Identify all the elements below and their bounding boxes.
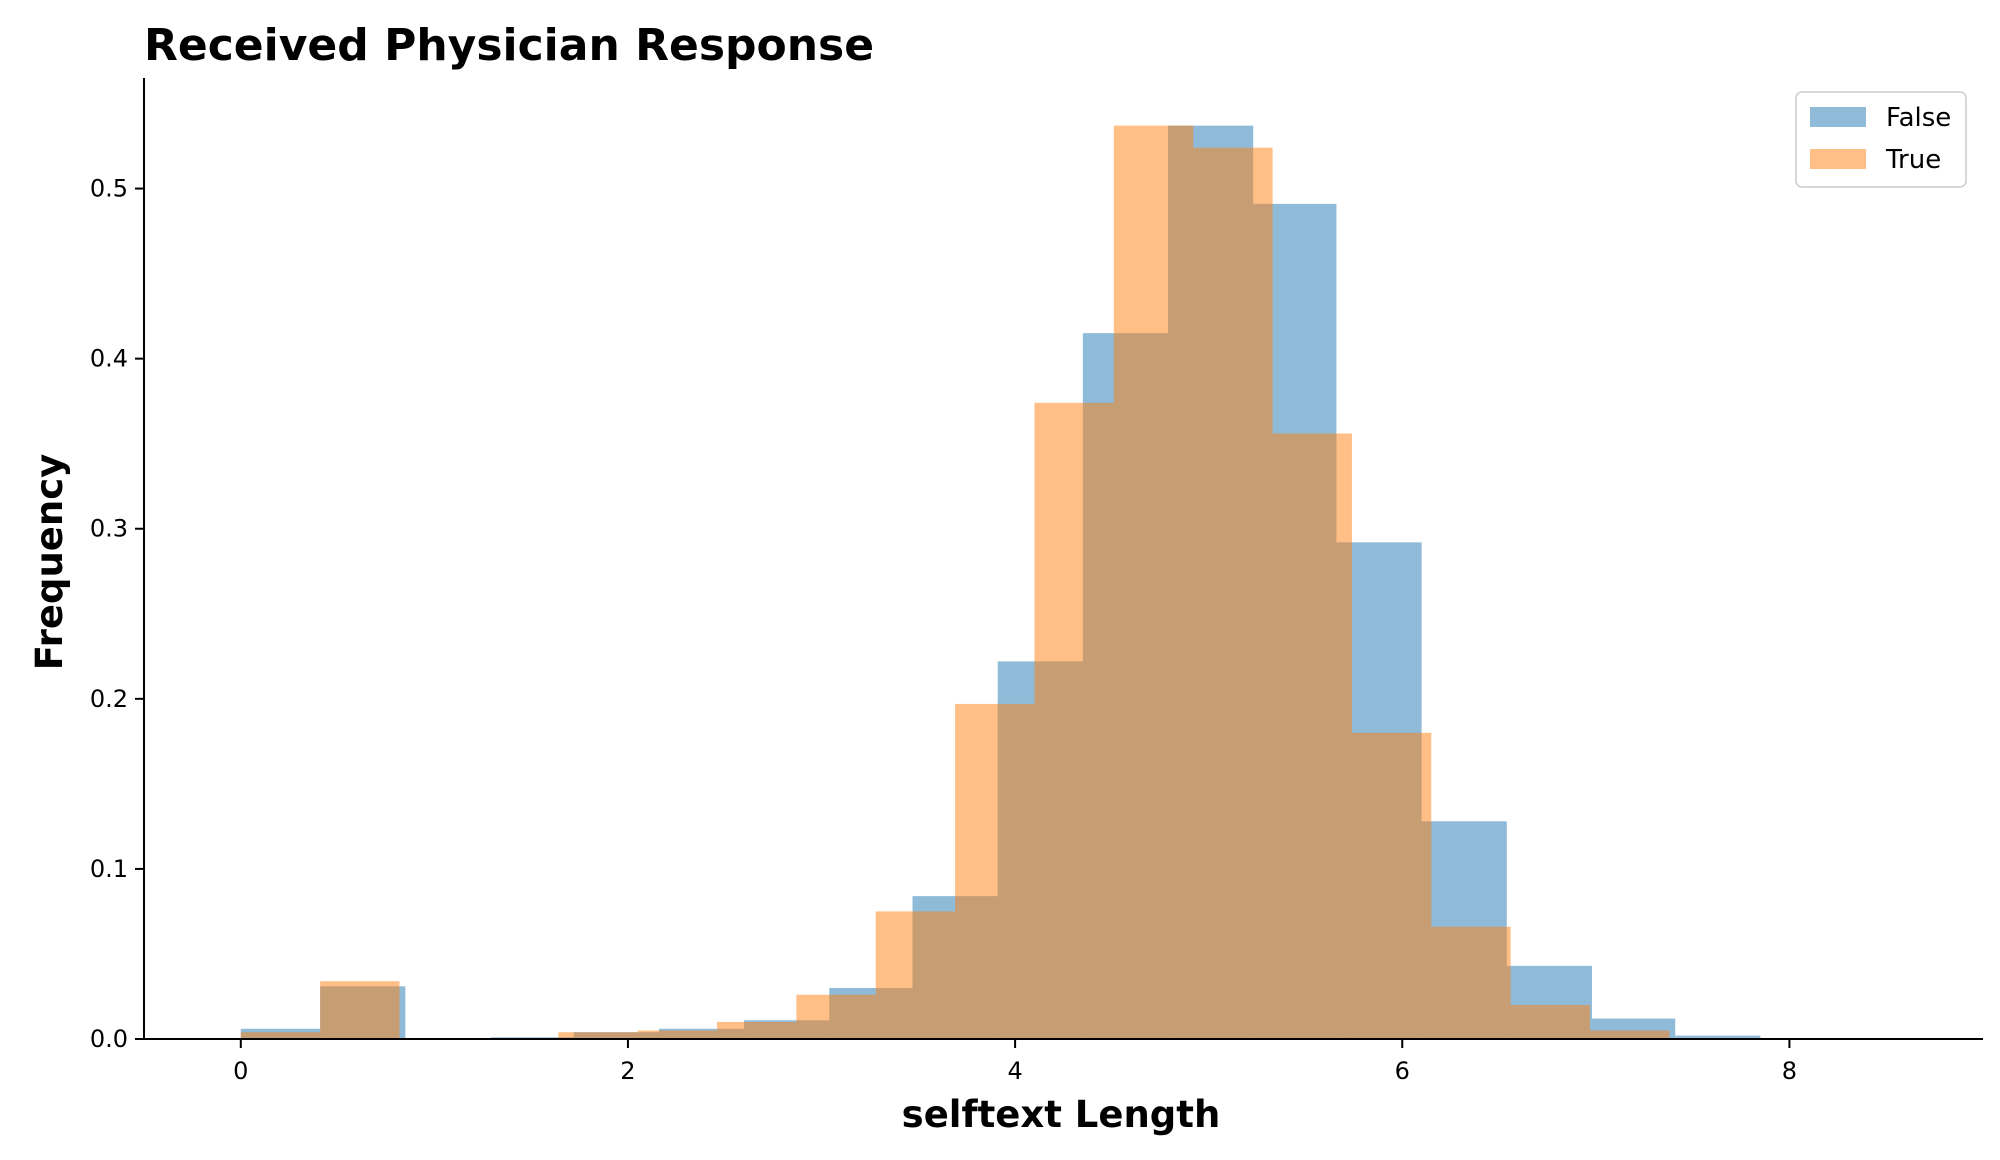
y-tick-label: 0.1 bbox=[90, 855, 128, 883]
x-tick-label: 8 bbox=[1782, 1057, 1797, 1085]
bar-true-8 bbox=[1034, 402, 1114, 1039]
bar-true-7 bbox=[955, 703, 1035, 1039]
bar-true-4 bbox=[716, 1021, 797, 1039]
legend-swatch-false bbox=[1810, 107, 1866, 127]
bar-true-12 bbox=[1351, 732, 1432, 1039]
x-tick-label: 0 bbox=[233, 1057, 248, 1085]
bar-true-15 bbox=[1590, 1030, 1670, 1039]
x-tick-label: 2 bbox=[620, 1057, 635, 1085]
bar-false-16 bbox=[1675, 1035, 1761, 1039]
legend-swatch-true bbox=[1810, 149, 1866, 169]
bars-layer bbox=[240, 125, 1761, 1040]
y-axis-title: Frequency bbox=[28, 454, 71, 671]
bar-true-13 bbox=[1431, 926, 1511, 1039]
axes-layer: 0 2 4 6 8 0.0 0.1 0.2 0.3 0.4 0.5 bbox=[90, 78, 1983, 1085]
x-axis-title: selftext Length bbox=[902, 1093, 1221, 1136]
bar-true-10 bbox=[1193, 147, 1273, 1040]
bar-true-1 bbox=[320, 981, 400, 1039]
x-tick-label: 4 bbox=[1007, 1057, 1022, 1085]
bar-true-9 bbox=[1113, 125, 1194, 1040]
chart-title: Received Physician Response bbox=[144, 20, 874, 71]
y-tick-label: 0.2 bbox=[90, 685, 128, 713]
x-tick-label: 6 bbox=[1395, 1057, 1410, 1085]
bar-true-11 bbox=[1272, 433, 1352, 1039]
y-tick-label: 0.4 bbox=[90, 345, 128, 373]
legend[interactable]: False True bbox=[1795, 91, 1967, 188]
bar-true-5 bbox=[796, 994, 876, 1039]
y-tick-label: 0.3 bbox=[90, 515, 128, 543]
y-tick-label: 0.0 bbox=[90, 1025, 128, 1053]
y-tick-label: 0.5 bbox=[90, 175, 128, 203]
legend-label-false: False bbox=[1886, 103, 1951, 133]
bar-true-0 bbox=[240, 1032, 321, 1039]
bar-true-6 bbox=[875, 911, 956, 1039]
legend-label-true: True bbox=[1885, 145, 1941, 175]
bar-true-3 bbox=[637, 1030, 717, 1039]
bar-true-14 bbox=[1510, 1004, 1591, 1039]
bar-true-2 bbox=[558, 1032, 638, 1039]
